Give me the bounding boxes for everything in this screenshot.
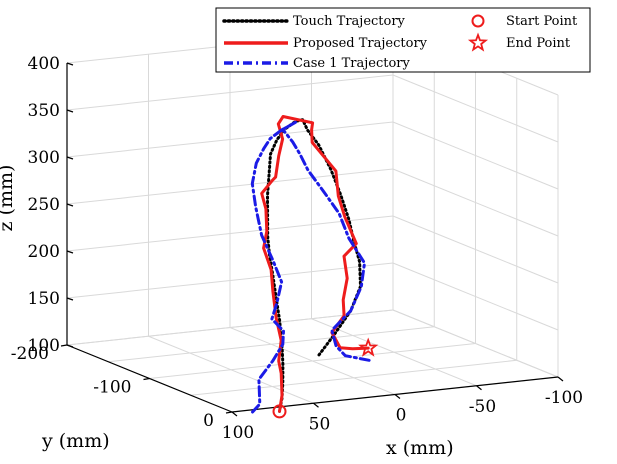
legend-label-case1: Case 1 Trajectory bbox=[293, 56, 411, 71]
series-lines bbox=[248, 115, 371, 417]
side-wall-grid-line bbox=[392, 168, 559, 237]
floor-grid-line bbox=[190, 359, 517, 396]
back-wall-grid-line bbox=[66, 309, 394, 346]
grid-lines bbox=[66, 27, 559, 413]
legend-marker-start bbox=[471, 14, 485, 28]
legend-label-end: End Point bbox=[506, 36, 571, 51]
side-wall-grid-line bbox=[392, 121, 559, 190]
z-tick-label: 350 bbox=[28, 101, 60, 121]
y-tick-label: -100 bbox=[93, 378, 131, 398]
z-tick-mark bbox=[66, 250, 74, 254]
axes bbox=[60, 62, 564, 417]
z-tick-label: 100 bbox=[28, 336, 60, 356]
z-tick-mark bbox=[66, 297, 74, 301]
z-tick-label: 400 bbox=[28, 54, 60, 74]
z-axis-label: z (mm) bbox=[0, 165, 17, 232]
x-tick-mark bbox=[394, 394, 401, 399]
legend-label-proposed: Proposed Trajectory bbox=[293, 36, 428, 51]
legend-label-touch: Touch Trajectory bbox=[293, 14, 406, 29]
z-tick-mark bbox=[66, 109, 74, 113]
y-axis-label: y (mm) bbox=[41, 430, 110, 452]
x-tick-mark bbox=[557, 376, 564, 382]
legend-marker-end bbox=[467, 32, 489, 52]
y-tick-mark bbox=[225, 411, 233, 414]
z-tick-label: 250 bbox=[28, 195, 60, 215]
z-tick-label: 200 bbox=[28, 242, 60, 262]
back-wall-grid-line bbox=[66, 121, 394, 158]
z-tick-label: 300 bbox=[28, 148, 60, 168]
z-tick-mark bbox=[66, 344, 74, 348]
x-tick-mark bbox=[313, 402, 319, 408]
x-tick-mark bbox=[231, 411, 238, 417]
tick-labels: 100 50 0 -50 -100 -200 -100 0 100 150 200 250 300 350… bbox=[11, 54, 583, 443]
legend: Touch Trajectory Proposed Trajectory Cas… bbox=[215, 7, 591, 73]
x-tick-label: -100 bbox=[545, 388, 583, 408]
x-tick-label: 0 bbox=[396, 406, 407, 426]
z-tick-mark bbox=[66, 156, 74, 160]
floor-grid-line bbox=[108, 326, 435, 363]
side-wall-grid-line bbox=[392, 309, 559, 378]
back-wall-grid-line bbox=[66, 168, 394, 205]
y-tick-label: -200 bbox=[11, 344, 49, 364]
y-tick-label: 0 bbox=[203, 411, 214, 431]
y-tick-mark bbox=[143, 377, 150, 381]
x-tick-label: 100 bbox=[222, 423, 254, 443]
y-tick-mark bbox=[60, 344, 68, 347]
floor-grid-line bbox=[149, 343, 476, 379]
back-wall-grid-line bbox=[66, 215, 394, 252]
end-point-marker bbox=[358, 337, 379, 357]
side-wall-grid-line bbox=[392, 215, 559, 284]
legend-box bbox=[215, 7, 591, 73]
series-line-case-1-trajectory bbox=[248, 120, 371, 417]
x-tick-label: -50 bbox=[469, 397, 496, 417]
back-wall-grid-line bbox=[66, 262, 394, 299]
point-markers bbox=[272, 337, 379, 419]
x-tick-label: 50 bbox=[309, 414, 331, 434]
legend-label-start: Start Point bbox=[506, 14, 578, 29]
z-tick-label: 150 bbox=[28, 289, 60, 309]
x-axis-label: x (mm) bbox=[386, 437, 454, 459]
x-tick-mark bbox=[476, 385, 482, 391]
start-point-marker bbox=[272, 404, 287, 419]
series-line-proposed-trajectory bbox=[260, 115, 370, 413]
back-wall-grid-line bbox=[66, 74, 394, 111]
side-wall-grid-line bbox=[392, 262, 559, 331]
z-tick-mark bbox=[66, 62, 74, 66]
side-wall-grid-line bbox=[392, 74, 559, 143]
z-tick-mark bbox=[66, 203, 74, 207]
